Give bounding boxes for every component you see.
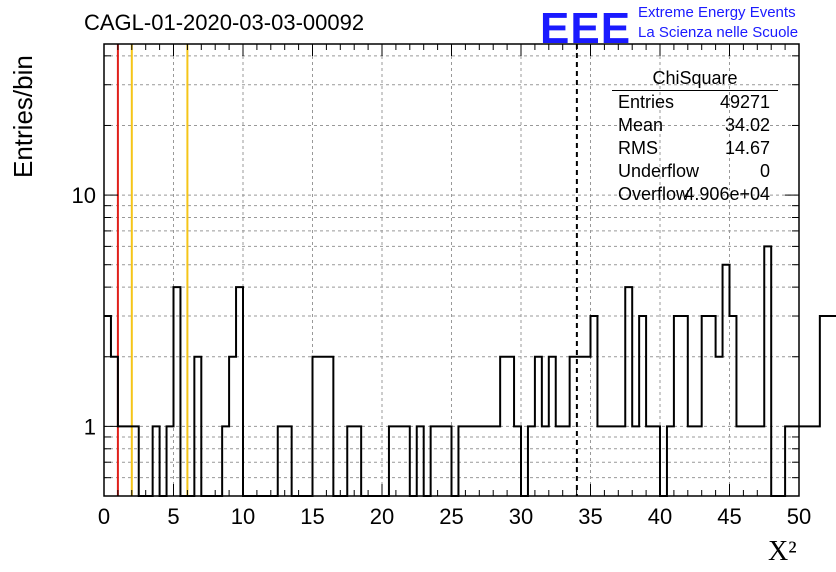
stats-value: 34.02: [724, 115, 770, 135]
stats-value: 14.67: [724, 138, 770, 158]
x-tick-label: 50: [787, 504, 811, 529]
stats-key: Mean: [618, 115, 664, 135]
run-title: CAGL-01-2020-03-03-00092: [84, 10, 365, 35]
histogram-series: [104, 245, 836, 497]
y-tick-label: 1: [84, 414, 96, 439]
stats-title: ChiSquare: [652, 68, 738, 88]
x-tick-label: 0: [98, 504, 110, 529]
x-tick-label: 25: [439, 504, 463, 529]
y-tick-label: 10: [72, 183, 96, 208]
stats-key: Overflow: [618, 184, 690, 204]
stats-key: Underflow: [618, 161, 700, 181]
x-tick-label: 40: [648, 504, 672, 529]
x-tick-label: 5: [167, 504, 179, 529]
y-axis-label: Entries/bin: [8, 55, 38, 178]
logo-line2: La Scienza nelle Scuole: [638, 24, 799, 41]
x-tick-label: 30: [509, 504, 533, 529]
stats-key: RMS: [618, 138, 658, 158]
x-axis-label: X²: [768, 536, 797, 567]
stats-value: 49271: [719, 92, 770, 112]
x-tick-label: 10: [231, 504, 255, 529]
logo-line1: Extreme Energy Events: [638, 4, 796, 21]
stats-value: 0: [759, 161, 770, 181]
stats-box: ChiSquare Entries 49271 Mean 34.02 RMS 1…: [612, 66, 778, 206]
stats-key: Entries: [618, 92, 675, 112]
x-tick-label: 20: [370, 504, 394, 529]
x-tick-label: 45: [717, 504, 741, 529]
stats-divider: [612, 90, 778, 91]
x-tick-label: 35: [578, 504, 602, 529]
stats-value: 4.906e+04: [684, 184, 770, 204]
x-tick-label: 15: [300, 504, 324, 529]
eee-logo: EEE: [540, 4, 632, 53]
